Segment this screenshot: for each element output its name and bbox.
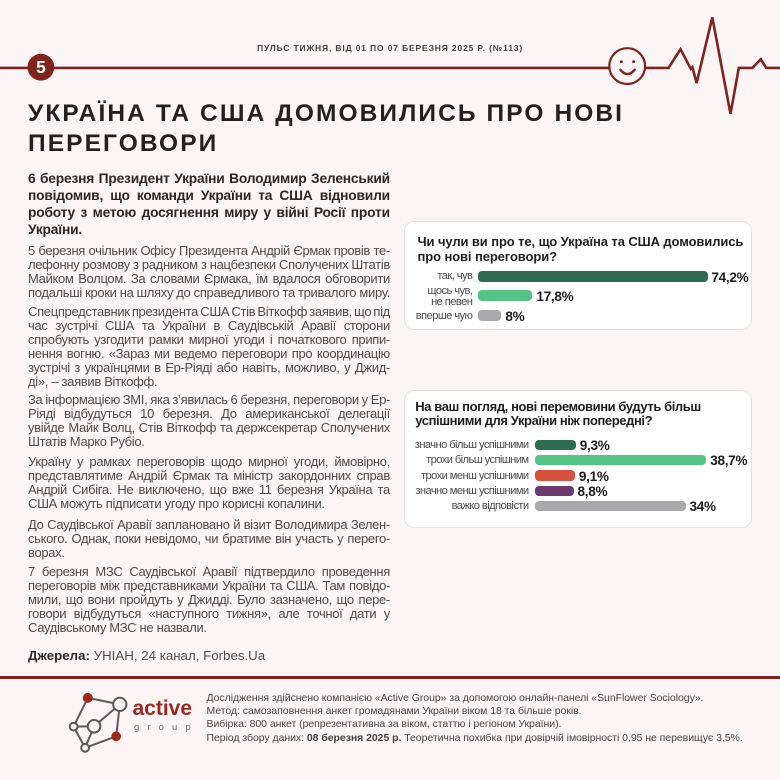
svg-text:5: 5	[36, 57, 46, 77]
